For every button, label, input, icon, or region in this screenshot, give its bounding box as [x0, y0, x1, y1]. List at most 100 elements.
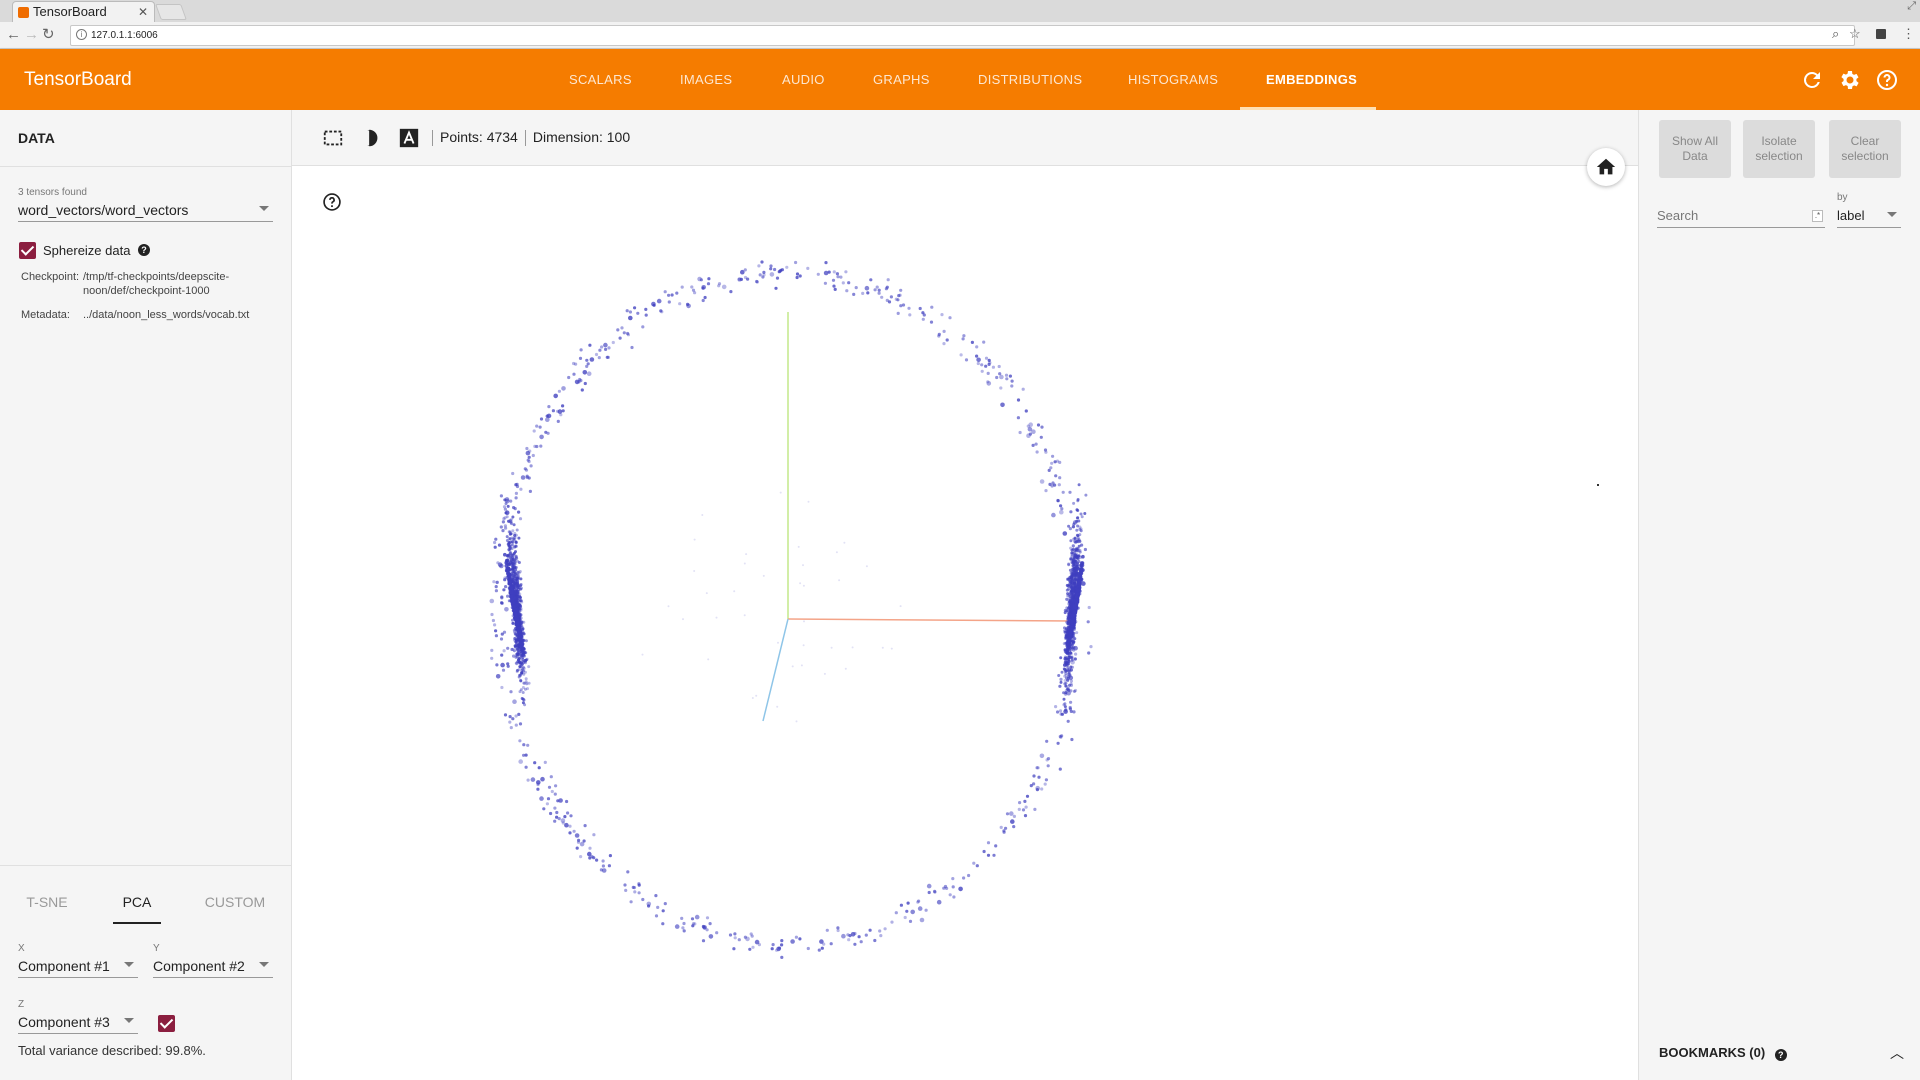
browser-menu-icon[interactable]: ⋮	[1902, 26, 1915, 41]
tab-audio[interactable]: AUDIO	[782, 72, 825, 87]
embedding-point	[830, 646, 833, 649]
embedding-point	[521, 691, 525, 694]
selection-box-icon[interactable]	[322, 127, 344, 149]
embedding-point	[743, 935, 747, 939]
embedding-point	[1046, 757, 1051, 761]
embedding-point	[729, 290, 733, 294]
projector-help-icon[interactable]	[322, 192, 342, 212]
embedding-point	[565, 799, 569, 804]
help-icon[interactable]	[1875, 68, 1899, 92]
embedding-point	[1069, 582, 1073, 586]
embedding-point	[861, 291, 865, 295]
y-component-select[interactable]: Component #2	[153, 956, 273, 978]
embedding-point	[504, 607, 509, 612]
embedding-point	[1056, 498, 1060, 503]
embedding-point	[526, 778, 530, 782]
embedding-point	[877, 291, 881, 295]
embedding-point	[899, 605, 902, 608]
embedding-point	[1064, 692, 1068, 696]
embedding-point	[513, 581, 517, 585]
embedding-point	[506, 662, 510, 666]
z-component-select[interactable]: Component #3	[18, 1012, 138, 1034]
embedding-point	[806, 946, 810, 951]
tab-histograms[interactable]: HISTOGRAMS	[1128, 72, 1219, 87]
sphereize-checkbox[interactable]	[19, 242, 36, 259]
embedding-point	[508, 547, 512, 551]
search-by-select[interactable]: label	[1837, 206, 1901, 228]
embedding-point	[641, 653, 644, 656]
tab-distributions[interactable]: DISTRIBUTIONS	[978, 72, 1083, 87]
embedding-point	[511, 529, 515, 533]
embedding-point	[691, 922, 696, 926]
embedding-point	[1000, 402, 1005, 408]
embedding-point	[1072, 645, 1076, 649]
embedding-point	[836, 928, 840, 933]
refresh-icon[interactable]	[1800, 68, 1824, 92]
embedding-point	[847, 938, 851, 942]
search-input[interactable]: Search .*	[1657, 206, 1825, 228]
browser-tab[interactable]: TensorBoard ✕	[12, 1, 155, 22]
embedding-point	[1060, 670, 1064, 674]
embedding-point	[886, 278, 890, 282]
settings-icon[interactable]	[1838, 68, 1862, 92]
back-icon[interactable]: ←	[6, 26, 21, 43]
tab-tsne[interactable]: T-SNE	[26, 894, 68, 910]
embedding-point	[519, 679, 523, 683]
chevron-up-icon[interactable]: ︿	[1890, 1045, 1904, 1061]
embedding-point	[526, 743, 530, 747]
tensor-select[interactable]: word_vectors/word_vectors	[18, 200, 273, 222]
tab-graphs[interactable]: GRAPHS	[873, 72, 930, 87]
embedding-point	[585, 364, 589, 368]
site-info-icon[interactable]: i	[76, 29, 87, 40]
bookmarks-title[interactable]: BOOKMARKS (0) ?	[1659, 1045, 1787, 1061]
zoom-icon[interactable]: ⌕	[1832, 26, 1840, 41]
embedding-point	[490, 612, 494, 617]
close-tab-icon[interactable]: ✕	[137, 5, 148, 19]
bookmark-star-icon[interactable]: ☆	[1849, 26, 1861, 41]
x-component-select[interactable]: Component #1	[18, 956, 138, 978]
embedding-point	[868, 928, 872, 932]
url-bar[interactable]: i 127.0.1.1:6006	[70, 25, 1855, 46]
embedding-point	[1058, 767, 1062, 771]
new-tab-button[interactable]	[155, 4, 187, 20]
window-controls-icon[interactable]: ⤢	[1907, 0, 1916, 12]
reset-view-button[interactable]	[1587, 148, 1625, 186]
forward-icon[interactable]: →	[24, 26, 39, 43]
embedding-point	[491, 618, 495, 623]
embedding-point	[1070, 737, 1074, 742]
embedding-point	[717, 282, 722, 286]
regex-toggle-icon[interactable]: .*	[1812, 210, 1823, 222]
tab-images[interactable]: IMAGES	[680, 72, 733, 87]
embedding-point	[516, 559, 520, 563]
embedding-point	[550, 789, 554, 794]
app-title: TensorBoard	[24, 69, 132, 90]
embedding-point	[1054, 474, 1058, 478]
night-mode-icon[interactable]	[360, 127, 382, 149]
embedding-point	[502, 588, 506, 592]
isolate-selection-button[interactable]: Isolate selection	[1743, 120, 1815, 178]
clear-selection-button[interactable]: Clear selection	[1829, 120, 1901, 178]
tab-custom[interactable]: CUSTOM	[204, 894, 266, 910]
reload-icon[interactable]: ↻	[42, 26, 55, 43]
embedding-point	[567, 375, 571, 380]
embedding-point	[512, 537, 516, 541]
embedding-scatter-plot[interactable]	[292, 166, 1638, 1080]
embedding-point	[520, 475, 526, 480]
embedding-point	[511, 647, 515, 651]
tab-pca[interactable]: PCA	[113, 880, 161, 924]
extension-icon[interactable]	[1876, 29, 1886, 39]
embedding-point	[513, 632, 517, 635]
sphereize-help-icon[interactable]: ?	[138, 244, 150, 256]
embedding-point	[807, 500, 810, 503]
bookmarks-help-icon[interactable]: ?	[1774, 1049, 1787, 1061]
embedding-point	[1058, 734, 1062, 739]
z-component-checkbox[interactable]	[158, 1015, 175, 1032]
embedding-point	[995, 375, 999, 380]
embedding-point	[661, 909, 665, 913]
embedding-point	[519, 688, 523, 692]
labels-icon[interactable]	[398, 127, 420, 149]
embedding-point	[937, 332, 941, 336]
tab-embeddings[interactable]: EMBEDDINGS	[1266, 72, 1358, 87]
show-all-data-button[interactable]: Show All Data	[1659, 120, 1731, 178]
tab-scalars[interactable]: SCALARS	[569, 72, 632, 87]
